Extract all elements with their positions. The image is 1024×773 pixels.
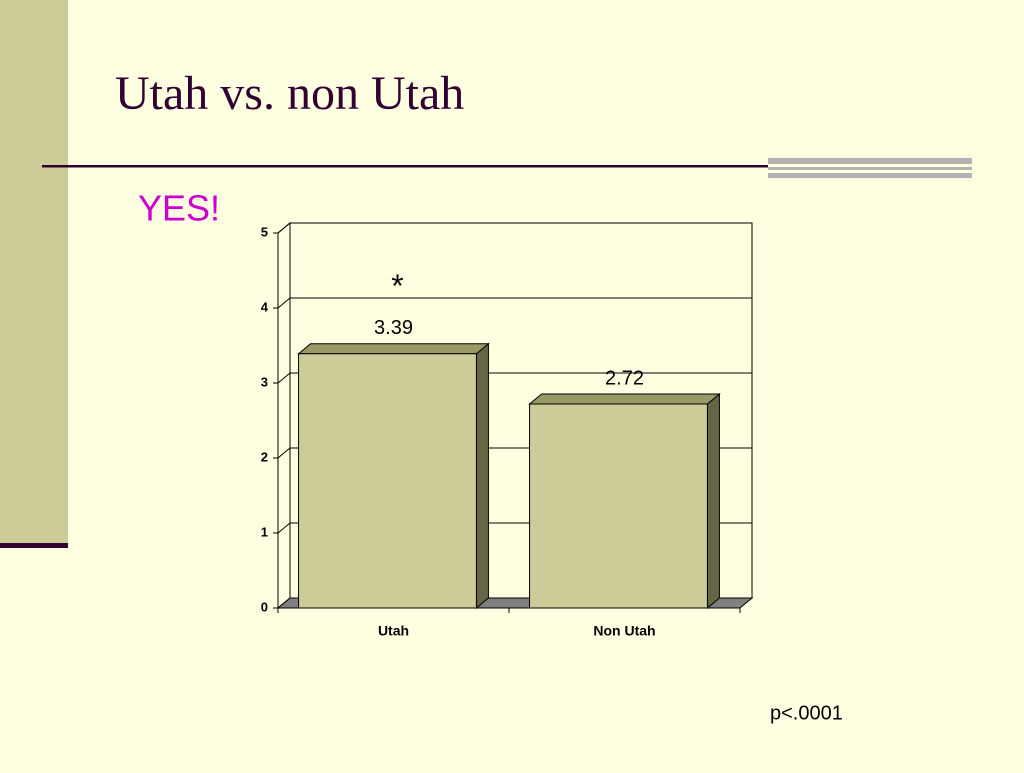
rule-accent-stripe bbox=[768, 170, 972, 173]
slide-title: Utah vs. non Utah bbox=[115, 67, 464, 120]
footnote: p<.0001 bbox=[770, 702, 843, 724]
data-label: 3.39 bbox=[374, 317, 413, 339]
title-rule bbox=[42, 165, 972, 168]
y-tick-label: 4 bbox=[261, 299, 269, 314]
x-tick-label: Utah bbox=[378, 623, 409, 639]
slide-subtitle: YES! bbox=[138, 188, 220, 229]
y-tick-label: 1 bbox=[261, 524, 268, 539]
rule-accent-stripe bbox=[768, 164, 972, 167]
grid-line-side bbox=[277, 372, 291, 384]
y-tick-label: 2 bbox=[261, 449, 268, 464]
side-band bbox=[0, 0, 68, 545]
bar-side bbox=[475, 342, 489, 610]
bar bbox=[298, 353, 477, 609]
chart: 0 1 2 3 4 5 Utah 3.39 * Non Utah 2.72 bbox=[261, 221, 754, 639]
grid-line-side bbox=[277, 222, 291, 234]
side-wall bbox=[277, 221, 291, 610]
side-band-rule bbox=[0, 543, 68, 548]
data-label: 2.72 bbox=[605, 367, 644, 389]
rule-accent bbox=[768, 158, 972, 178]
grid-line-side bbox=[277, 522, 291, 534]
grid-line-side bbox=[277, 447, 291, 459]
bar-top bbox=[297, 343, 490, 355]
x-tick-label: Non Utah bbox=[593, 623, 655, 639]
annotation: * bbox=[391, 268, 403, 304]
y-tick-label: 5 bbox=[261, 224, 268, 239]
bar bbox=[529, 403, 708, 609]
bar-side bbox=[706, 392, 720, 610]
bar-top bbox=[528, 393, 721, 405]
y-tick-label: 0 bbox=[261, 599, 268, 614]
y-tick-label: 3 bbox=[261, 374, 268, 389]
grid-line-side bbox=[277, 297, 291, 309]
